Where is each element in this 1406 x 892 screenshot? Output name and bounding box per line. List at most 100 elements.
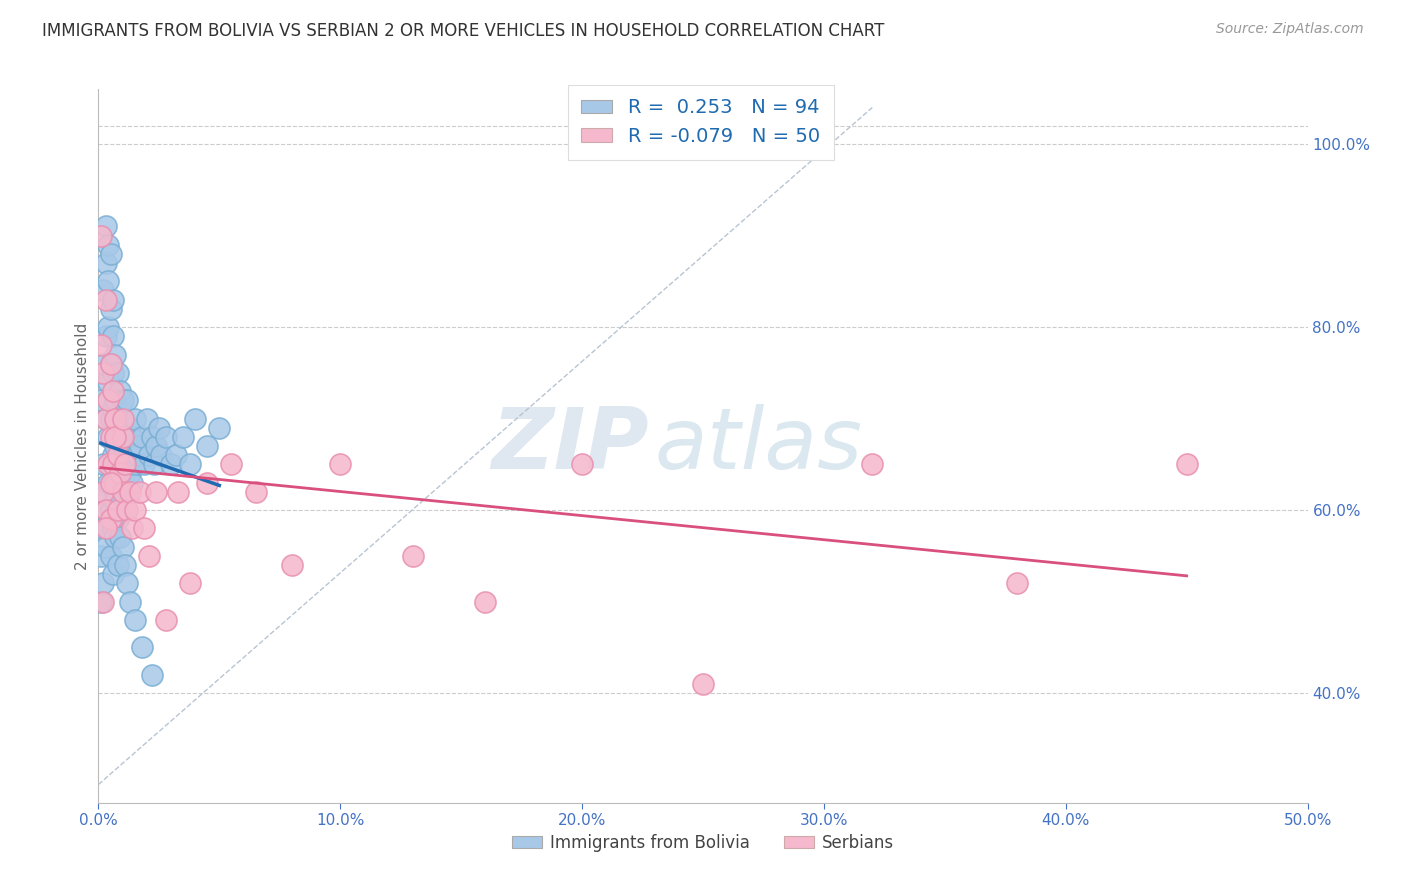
Point <box>329 458 352 472</box>
Point <box>155 613 177 627</box>
Point <box>155 430 177 444</box>
Point <box>100 247 122 261</box>
Point <box>111 484 134 499</box>
Point <box>111 540 134 554</box>
Point <box>118 467 141 481</box>
Point <box>108 475 131 490</box>
Point <box>100 549 122 563</box>
Point <box>111 411 134 425</box>
Point <box>145 439 167 453</box>
Point <box>91 284 114 298</box>
Point <box>114 430 136 444</box>
Point <box>104 484 127 499</box>
Point <box>107 512 129 526</box>
Point <box>104 393 127 408</box>
Point <box>114 458 136 472</box>
Point <box>124 503 146 517</box>
Point <box>148 420 170 434</box>
Point <box>108 467 131 481</box>
Point <box>100 475 122 490</box>
Point <box>91 576 114 591</box>
Point <box>97 237 120 252</box>
Point <box>127 448 149 462</box>
Point <box>97 320 120 334</box>
Point <box>124 411 146 425</box>
Point <box>90 549 112 563</box>
Point <box>90 393 112 408</box>
Point <box>97 375 120 389</box>
Point <box>571 458 593 472</box>
Point <box>91 484 114 499</box>
Point <box>138 549 160 563</box>
Point <box>221 458 243 472</box>
Point <box>117 439 139 453</box>
Point <box>101 384 124 398</box>
Point <box>101 329 124 343</box>
Point <box>100 411 122 425</box>
Point <box>97 393 120 408</box>
Point <box>114 558 136 572</box>
Point <box>131 640 153 655</box>
Point <box>117 484 139 499</box>
Point <box>94 540 117 554</box>
Point <box>94 503 117 517</box>
Point <box>179 576 201 591</box>
Text: IMMIGRANTS FROM BOLIVIA VS SERBIAN 2 OR MORE VEHICLES IN HOUSEHOLD CORRELATION C: IMMIGRANTS FROM BOLIVIA VS SERBIAN 2 OR … <box>42 22 884 40</box>
Point <box>90 484 112 499</box>
Point <box>121 475 143 490</box>
Point <box>141 667 163 681</box>
Point <box>111 393 134 408</box>
Point <box>94 329 117 343</box>
Point <box>94 503 117 517</box>
Point <box>94 411 117 425</box>
Point <box>107 503 129 517</box>
Point <box>107 503 129 517</box>
Point <box>107 558 129 572</box>
Point <box>97 458 120 472</box>
Point <box>91 366 114 380</box>
Point <box>128 439 150 453</box>
Point <box>91 458 114 472</box>
Point <box>104 531 127 545</box>
Point <box>104 475 127 490</box>
Point <box>165 448 187 462</box>
Point <box>117 576 139 591</box>
Point <box>402 549 425 563</box>
Point <box>104 439 127 453</box>
Point <box>860 458 883 472</box>
Point <box>101 567 124 582</box>
Point <box>100 430 122 444</box>
Point <box>94 219 117 234</box>
Point <box>1175 458 1198 472</box>
Point <box>160 458 183 472</box>
Point <box>1007 576 1029 591</box>
Point <box>150 448 173 462</box>
Point <box>128 484 150 499</box>
Point <box>111 439 134 453</box>
Point <box>101 521 124 535</box>
Point <box>97 475 120 490</box>
Point <box>121 521 143 535</box>
Point <box>195 439 218 453</box>
Point <box>107 411 129 425</box>
Point <box>117 503 139 517</box>
Point <box>208 420 231 434</box>
Point <box>117 393 139 408</box>
Point <box>91 594 114 608</box>
Text: atlas: atlas <box>655 404 863 488</box>
Point <box>108 531 131 545</box>
Point <box>107 458 129 472</box>
Point <box>107 366 129 380</box>
Point <box>108 384 131 398</box>
Point <box>118 420 141 434</box>
Point <box>90 594 112 608</box>
Point <box>97 430 120 444</box>
Point <box>118 484 141 499</box>
Point <box>104 494 127 508</box>
Point <box>101 402 124 417</box>
Point <box>94 521 117 535</box>
Point <box>179 458 201 472</box>
Point <box>101 366 124 380</box>
Point <box>167 484 190 499</box>
Point <box>97 274 120 288</box>
